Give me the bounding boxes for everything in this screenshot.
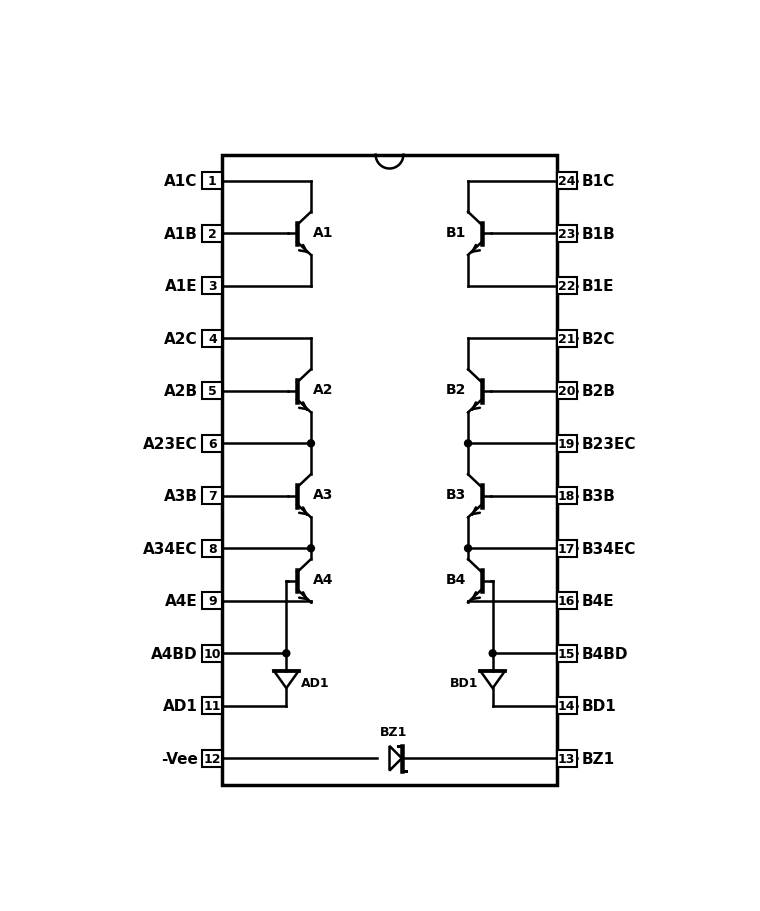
Text: 24: 24 bbox=[558, 175, 575, 189]
Text: 22: 22 bbox=[558, 280, 575, 293]
Bar bbox=[202, 750, 223, 767]
Bar bbox=[202, 593, 223, 609]
Text: 5: 5 bbox=[208, 385, 217, 398]
Text: BD1: BD1 bbox=[581, 699, 616, 713]
Text: 6: 6 bbox=[208, 437, 217, 450]
Bar bbox=[223, 156, 556, 784]
Text: A23EC: A23EC bbox=[143, 436, 198, 451]
Text: A2C: A2C bbox=[164, 332, 198, 346]
Bar bbox=[556, 383, 577, 400]
Bar bbox=[556, 278, 577, 295]
Text: 10: 10 bbox=[204, 647, 221, 660]
Text: B2: B2 bbox=[445, 383, 466, 397]
Text: 19: 19 bbox=[558, 437, 575, 450]
Text: B3B: B3B bbox=[581, 489, 615, 504]
Text: 13: 13 bbox=[558, 752, 575, 765]
Text: A1B: A1B bbox=[164, 227, 198, 241]
Text: B2B: B2B bbox=[581, 384, 616, 399]
Text: A4E: A4E bbox=[165, 594, 198, 609]
Text: 7: 7 bbox=[208, 490, 217, 503]
Circle shape bbox=[464, 546, 471, 552]
Text: B23EC: B23EC bbox=[581, 436, 635, 451]
Bar bbox=[556, 593, 577, 609]
Text: 12: 12 bbox=[204, 752, 221, 765]
Text: A34EC: A34EC bbox=[144, 541, 198, 557]
Text: B3: B3 bbox=[445, 487, 466, 502]
Bar bbox=[556, 173, 577, 190]
Bar bbox=[202, 645, 223, 662]
Bar bbox=[556, 540, 577, 558]
Text: A2B: A2B bbox=[163, 384, 198, 399]
Text: A4BD: A4BD bbox=[151, 646, 198, 661]
Text: BZ1: BZ1 bbox=[380, 725, 407, 739]
Circle shape bbox=[489, 650, 496, 657]
Text: 17: 17 bbox=[558, 542, 575, 555]
Text: AD1: AD1 bbox=[163, 699, 198, 713]
Text: A2: A2 bbox=[313, 383, 334, 397]
Text: 3: 3 bbox=[208, 280, 217, 293]
Text: B34EC: B34EC bbox=[581, 541, 635, 557]
Circle shape bbox=[283, 650, 290, 657]
Bar bbox=[556, 698, 577, 714]
Bar bbox=[556, 331, 577, 347]
Text: B4BD: B4BD bbox=[581, 646, 628, 661]
Text: 20: 20 bbox=[558, 385, 575, 398]
Text: A1E: A1E bbox=[165, 279, 198, 294]
Text: B1: B1 bbox=[445, 226, 466, 240]
Bar bbox=[202, 540, 223, 558]
Text: A1C: A1C bbox=[164, 174, 198, 189]
Text: A3B: A3B bbox=[163, 489, 198, 504]
Text: 14: 14 bbox=[558, 700, 575, 712]
Text: 9: 9 bbox=[208, 595, 217, 608]
Bar bbox=[556, 226, 577, 242]
Text: 4: 4 bbox=[208, 333, 217, 345]
Text: 18: 18 bbox=[558, 490, 575, 503]
Text: 8: 8 bbox=[208, 542, 217, 555]
Text: 23: 23 bbox=[558, 228, 575, 241]
Circle shape bbox=[308, 440, 315, 447]
Text: A1: A1 bbox=[313, 226, 334, 240]
Text: B1E: B1E bbox=[581, 279, 614, 294]
Text: A4: A4 bbox=[313, 572, 334, 587]
Text: -Vee: -Vee bbox=[161, 751, 198, 766]
Bar bbox=[202, 487, 223, 505]
Bar bbox=[202, 173, 223, 190]
Text: 15: 15 bbox=[558, 647, 575, 660]
Circle shape bbox=[464, 440, 471, 447]
Circle shape bbox=[308, 546, 315, 552]
Bar bbox=[556, 645, 577, 662]
Bar bbox=[202, 698, 223, 714]
Text: 21: 21 bbox=[558, 333, 575, 345]
Text: 2: 2 bbox=[208, 228, 217, 241]
Bar bbox=[556, 487, 577, 505]
Text: B4: B4 bbox=[445, 572, 466, 587]
Text: B1B: B1B bbox=[581, 227, 615, 241]
Text: B1C: B1C bbox=[581, 174, 615, 189]
Bar bbox=[556, 750, 577, 767]
Text: BZ1: BZ1 bbox=[581, 751, 614, 766]
Bar bbox=[202, 435, 223, 452]
Text: B4E: B4E bbox=[581, 594, 614, 609]
Bar bbox=[202, 226, 223, 242]
Text: 11: 11 bbox=[204, 700, 221, 712]
Text: BD1: BD1 bbox=[450, 676, 478, 690]
Bar bbox=[202, 383, 223, 400]
Bar bbox=[556, 435, 577, 452]
Bar bbox=[202, 278, 223, 295]
Text: 1: 1 bbox=[208, 175, 217, 189]
Text: A3: A3 bbox=[313, 487, 334, 502]
Text: AD1: AD1 bbox=[301, 676, 330, 690]
Text: B2C: B2C bbox=[581, 332, 615, 346]
Text: 16: 16 bbox=[558, 595, 575, 608]
Bar bbox=[202, 331, 223, 347]
